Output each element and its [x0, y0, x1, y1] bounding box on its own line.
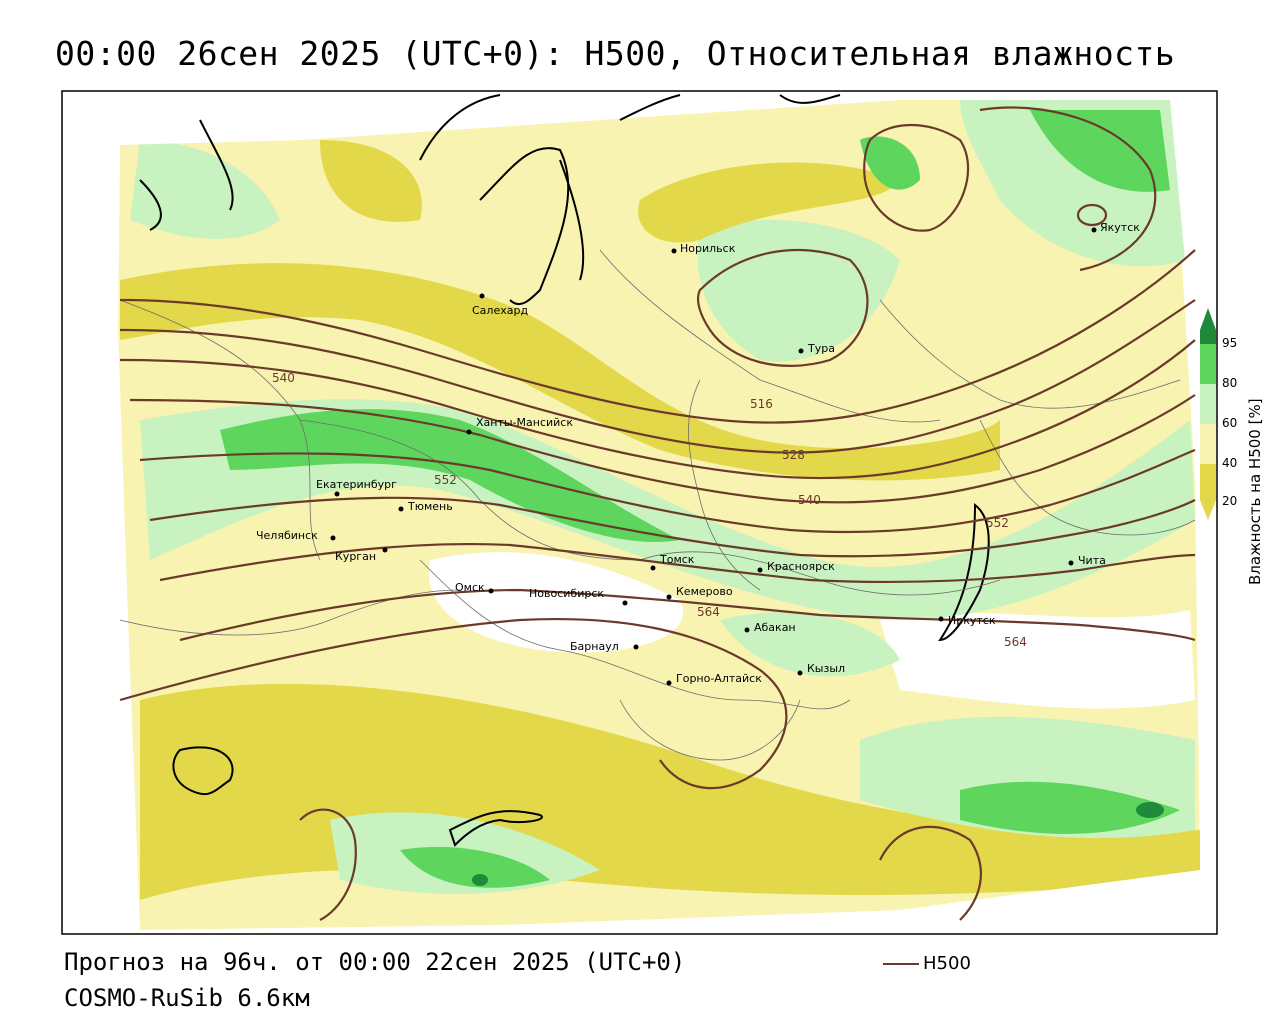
wet-core [960, 781, 1180, 834]
colorbar-20 [1200, 464, 1216, 500]
wet-core [220, 409, 680, 542]
city-novosibirsk: Новосибирск [529, 587, 628, 606]
city-kyzyl: Кызыл [797, 662, 845, 676]
colorbar-tick: 20 [1222, 494, 1238, 508]
svg-text:Иркутск: Иркутск [948, 614, 996, 627]
city-kemerovo: Кемерово [666, 585, 733, 600]
h500-legend-line [883, 963, 919, 965]
colorbar-title: Влажность на H500 [%] [1246, 398, 1264, 585]
svg-text:Салехард: Салехард [472, 304, 528, 317]
svg-text:Тура: Тура [807, 342, 835, 355]
colorbar-tick: 80 [1222, 376, 1238, 390]
map-frame [61, 90, 1218, 935]
city-salekhard: Салехард [472, 293, 528, 317]
svg-text:Ханты-Мансийск: Ханты-Мансийск [476, 416, 573, 429]
coastline [139, 119, 234, 231]
svg-text:Барнаул: Барнаул [570, 640, 619, 653]
isoline-label: 540 [798, 493, 821, 507]
colorbar [1200, 308, 1216, 520]
isoline-label: 540 [272, 371, 295, 385]
isoline-label: 564 [1004, 635, 1027, 649]
moist-band [130, 140, 280, 239]
city-omsk: Омск [455, 581, 494, 594]
map-title: 00:00 26сен 2025 (UTC+0): H500, Относите… [55, 34, 1176, 73]
city-kurgan: Курган [335, 547, 388, 563]
city-markers: Якутск Норильск Салехард Тура Ханты-Манс… [256, 221, 1140, 686]
svg-text:Норильск: Норильск [680, 242, 736, 255]
dry-band [638, 162, 900, 243]
h500-legend-label: H500 [923, 953, 971, 974]
coastline [619, 94, 841, 121]
lake-balkhash [448, 809, 543, 847]
svg-text:Горно-Алтайск: Горно-Алтайск [676, 672, 762, 685]
saturated-spot [472, 874, 488, 886]
dry-band [320, 140, 422, 222]
colorbar-cap-top [1200, 308, 1216, 330]
city-barnaul: Барнаул [570, 640, 639, 653]
svg-text:Екатеринбург: Екатеринбург [316, 478, 397, 491]
colorbar-tick: 60 [1222, 416, 1238, 430]
city-tomsk: Томск [650, 553, 695, 571]
moist-band [720, 612, 900, 677]
svg-text:Тюмень: Тюмень [407, 500, 453, 513]
dry-patch [697, 220, 900, 362]
colorbar-95 [1200, 330, 1216, 344]
city-chelyabinsk: Челябинск [256, 529, 336, 542]
city-norilsk: Норильск [671, 242, 736, 255]
svg-text:Кызыл: Кызыл [807, 662, 845, 675]
colorbar-60 [1200, 384, 1216, 424]
city-irkutsk: Иркутск [938, 614, 996, 627]
lake-baikal [938, 502, 990, 642]
svg-text:Абакан: Абакан [754, 621, 796, 634]
isoline-label: 516 [750, 397, 773, 411]
colorbar-tick: 40 [1222, 456, 1238, 470]
svg-text:Красноярск: Красноярск [767, 560, 835, 573]
dry-patch [880, 610, 1195, 709]
city-abakan: Абакан [744, 621, 796, 634]
dry-band [120, 263, 1000, 481]
svg-text:Омск: Омск [455, 581, 485, 594]
city-tyumen: Тюмень [398, 500, 453, 513]
wet-core [400, 846, 550, 888]
city-khanty-mansiysk: Ханты-Мансийск [466, 416, 573, 435]
colorbar-tick: 95 [1222, 336, 1238, 350]
isoline-labels: 540 516 528 552 540 552 564 564 [272, 371, 1027, 649]
outside-domain [500, 870, 1217, 934]
city-gorno-altaysk: Горно-Алтайск [666, 672, 762, 686]
svg-text:Томск: Томск [659, 553, 695, 566]
svg-text:Кемерово: Кемерово [676, 585, 733, 598]
wet-core [1030, 110, 1170, 192]
city-chita: Чита [1068, 554, 1106, 567]
svg-text:Челябинск: Челябинск [256, 529, 318, 542]
city-yakutsk: Якутск [1091, 221, 1140, 234]
svg-text:Чита: Чита [1078, 554, 1106, 567]
h500-isolines [119, 106, 1196, 921]
forecast-info: Прогноз на 96ч. от 00:00 22сен 2025 (UTC… [64, 948, 686, 976]
lake-caspian [172, 746, 234, 796]
city-krasnoyarsk: Красноярск [757, 560, 835, 573]
wet-core [860, 136, 920, 190]
svg-text:Курган: Курган [335, 550, 376, 563]
coastline [419, 94, 585, 306]
colorbar-80 [1200, 344, 1216, 384]
city-tura: Тура [798, 342, 835, 355]
isoline-label: 528 [782, 448, 805, 462]
dry-patch [428, 552, 684, 653]
svg-text:Новосибирск: Новосибирск [529, 587, 604, 600]
isoline-label: 552 [986, 516, 1009, 530]
colorbar-40 [1200, 424, 1216, 464]
model-name: COSMO-RuSib 6.6км [64, 984, 310, 1012]
colorbar-cap-bottom [1200, 500, 1216, 520]
svg-text:Якутск: Якутск [1100, 221, 1140, 234]
humidity-field [62, 91, 1217, 934]
outside-domain [62, 91, 600, 934]
admin-borders [119, 249, 1196, 761]
saturated-spot [1136, 802, 1164, 818]
city-yekaterinburg: Екатеринбург [316, 478, 397, 497]
isoline-label: 564 [697, 605, 720, 619]
isoline-label: 552 [434, 473, 457, 487]
